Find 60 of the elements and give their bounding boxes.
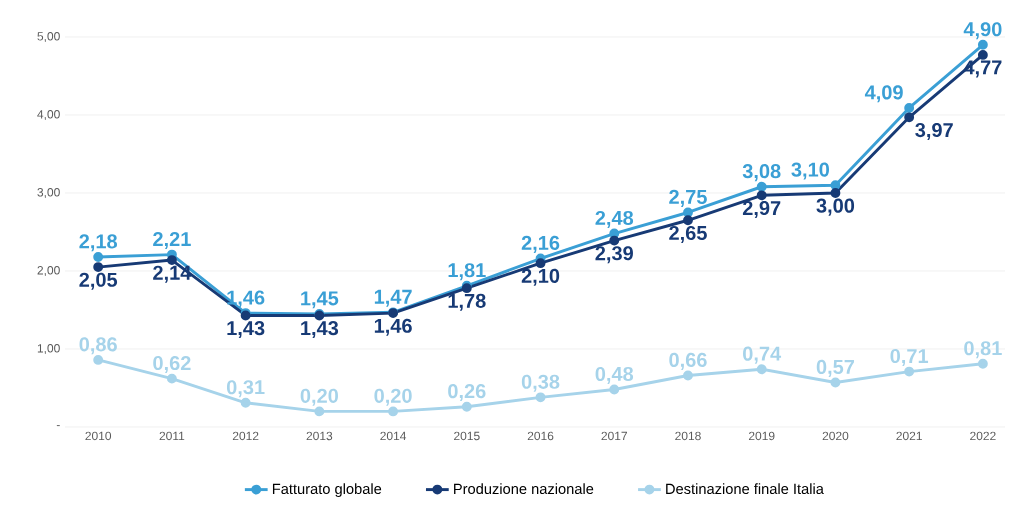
y-tick-label: 4,00 <box>37 110 60 120</box>
data-label: 1,46 <box>374 318 412 336</box>
x-tick-label: 2011 <box>159 431 185 441</box>
data-label: 2,14 <box>153 265 192 283</box>
data-label: 2,18 <box>79 234 118 252</box>
data-label: 2,97 <box>742 200 781 218</box>
data-label: 0,57 <box>816 359 855 377</box>
data-label: 0,74 <box>743 346 782 364</box>
x-tick-label: 2017 <box>601 431 627 441</box>
data-label: 2,48 <box>595 210 634 228</box>
x-tick-label: 2012 <box>232 431 259 441</box>
data-label: 4,90 <box>963 22 1002 40</box>
y-tick-label: 1,00 <box>37 344 60 354</box>
x-tick-label: 2015 <box>454 431 480 441</box>
data-label: 0,26 <box>448 384 486 402</box>
data-label: 0,20 <box>374 388 412 406</box>
data-label: 2,75 <box>669 189 707 207</box>
data-label: 2,65 <box>669 225 707 243</box>
data-label: 1,81 <box>448 263 486 281</box>
legend-label: Produzione nazionale <box>454 483 594 495</box>
data-label: 0,38 <box>521 374 560 392</box>
x-tick-label: 2020 <box>822 431 849 441</box>
legend-label: Fatturato globale <box>272 483 382 497</box>
data-label: 3,00 <box>816 198 855 216</box>
data-label: 4,09 <box>864 85 903 103</box>
x-tick-label: 2010 <box>85 431 112 441</box>
y-tick-label: 5,00 <box>37 32 60 42</box>
data-label: 0,20 <box>300 388 338 406</box>
data-label: 1,46 <box>227 290 265 308</box>
data-label: 0,62 <box>153 355 191 374</box>
data-label: 3,97 <box>915 122 953 140</box>
data-label: 2,10 <box>521 268 560 286</box>
data-label: 2,39 <box>595 246 633 264</box>
y-tick-label: 2,00 <box>37 266 60 276</box>
x-tick-label: 2018 <box>675 431 701 441</box>
data-label: 0,31 <box>226 380 265 398</box>
data-label: 2,16 <box>521 235 560 253</box>
data-label: 2,21 <box>153 231 191 250</box>
data-label: 3,08 <box>742 164 781 182</box>
data-label: 1,43 <box>227 321 265 339</box>
data-label: 1,43 <box>301 321 339 339</box>
x-tick-label: 2019 <box>748 431 775 441</box>
x-tick-label: 2013 <box>306 431 333 441</box>
data-label: 1,47 <box>374 289 412 307</box>
data-label: 1,45 <box>301 291 339 309</box>
data-label: 0,81 <box>964 341 1002 359</box>
data-label: 0,48 <box>595 366 634 384</box>
data-label: 0,71 <box>890 348 929 367</box>
data-label: 1,78 <box>448 293 486 311</box>
x-tick-label: 2022 <box>970 431 996 441</box>
y-tick-label: 3,00 <box>37 188 60 198</box>
x-tick-label: 2021 <box>896 431 922 441</box>
data-label: 0,86 <box>79 337 117 355</box>
x-tick-label: 2014 <box>380 431 407 441</box>
data-label: 2,05 <box>79 272 118 290</box>
x-tick-label: 2016 <box>527 431 554 441</box>
y-tick-label: - <box>56 425 60 427</box>
legend-label: Destinazione finale Italia <box>666 483 824 495</box>
data-label: 0,66 <box>669 352 707 370</box>
data-label: 3,10 <box>791 162 829 180</box>
